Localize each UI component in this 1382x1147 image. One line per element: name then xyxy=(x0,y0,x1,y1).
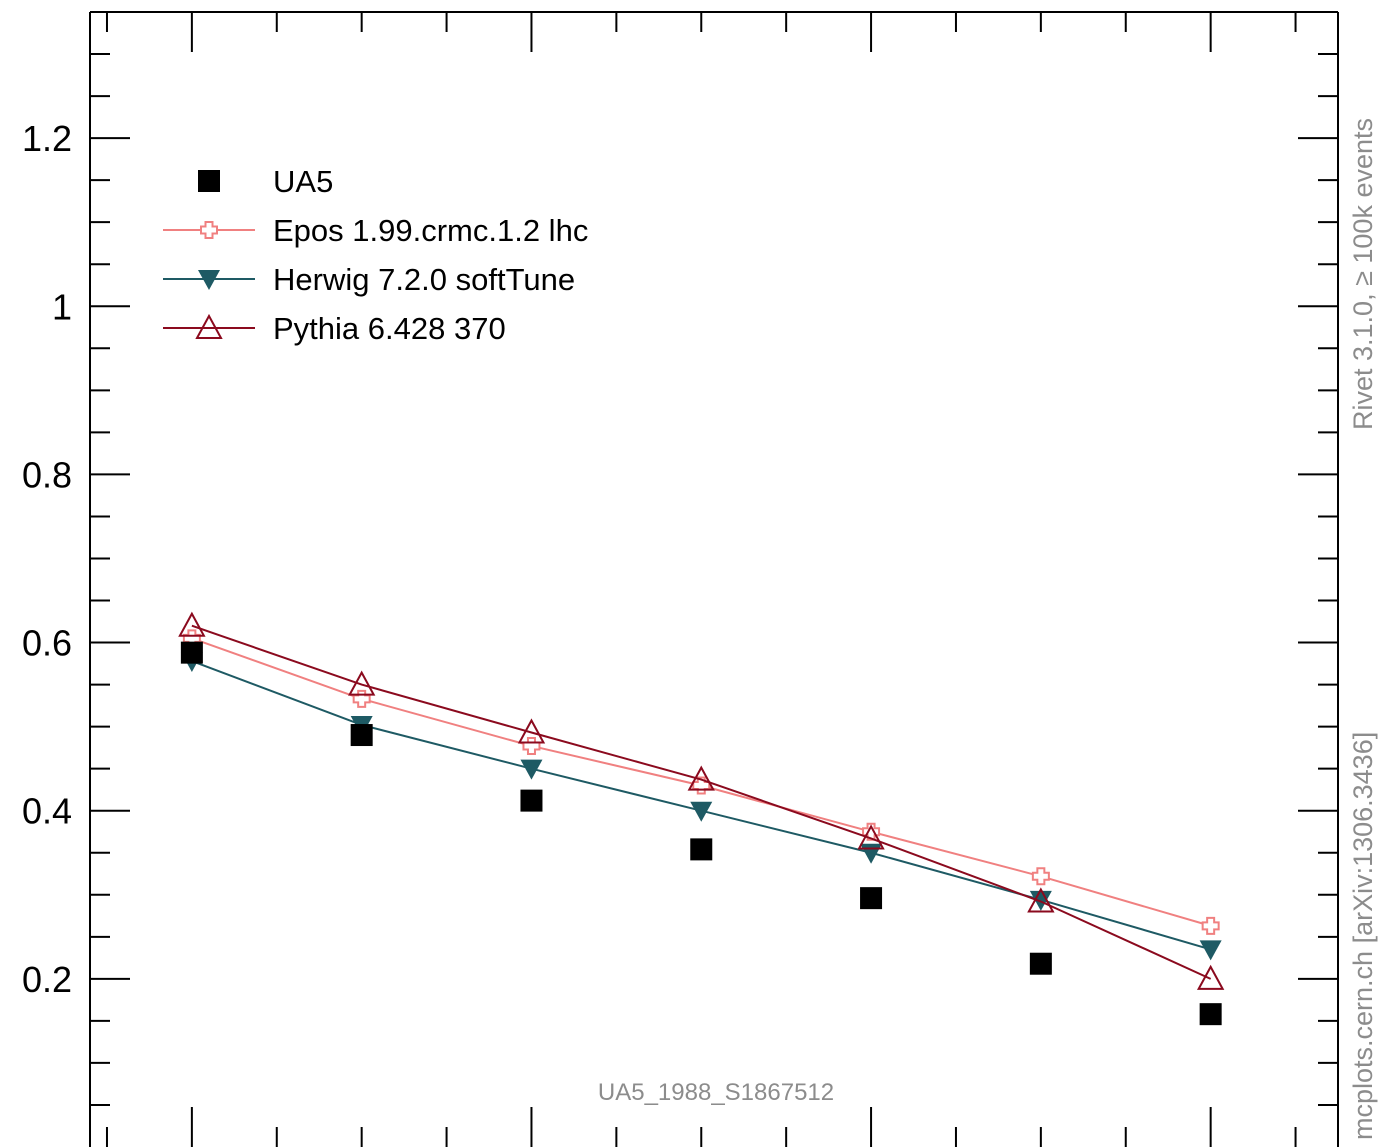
legend-item: Pythia 6.428 370 xyxy=(163,311,506,346)
axis-ticks xyxy=(90,11,1338,1147)
y-tick-label: 1.2 xyxy=(22,118,72,159)
data-point xyxy=(690,801,713,822)
data-point xyxy=(1196,964,1225,990)
legend-marker xyxy=(198,170,220,192)
legend: UA5 Epos 1.99.crmc.1.2 lhc Herwig 7.2.0 so… xyxy=(163,164,588,346)
data-point xyxy=(520,759,543,780)
side-annotation-bottom: mcplots.cern.ch [arXiv:1306.3436] xyxy=(1348,732,1378,1140)
data-point xyxy=(350,724,373,747)
legend-item: Herwig 7.2.0 softTune xyxy=(163,262,575,297)
data-point xyxy=(180,641,203,664)
y-tick-label: 0.8 xyxy=(22,454,72,495)
series-layer xyxy=(178,611,1225,1026)
data-point xyxy=(857,824,885,850)
legend-marker xyxy=(200,221,218,239)
data-point xyxy=(520,789,543,812)
data-point xyxy=(1027,887,1055,913)
legend-label: Pythia 6.428 370 xyxy=(273,311,506,346)
y-tick-labels: 0.2 0.4 0.6 0.8 1 1.2 xyxy=(22,118,72,1000)
legend-label: UA5 xyxy=(273,164,333,199)
data-point xyxy=(860,887,883,910)
watermark: UA5_1988_S1867512 xyxy=(598,1079,834,1106)
legend-marker xyxy=(195,313,223,339)
data-point xyxy=(687,765,715,791)
data-point xyxy=(1031,867,1050,886)
data-point xyxy=(1199,940,1222,961)
series-ua5 xyxy=(180,641,1222,1026)
legend-label: Herwig 7.2.0 softTune xyxy=(273,262,575,297)
series-pythia-6-428-370 xyxy=(178,611,1225,990)
side-annotation-top: Rivet 3.1.0, ≥ 100k events xyxy=(1348,118,1378,430)
data-point xyxy=(517,718,546,744)
y-tick-label: 0.6 xyxy=(22,623,72,664)
data-point xyxy=(178,611,206,637)
data-point xyxy=(352,689,371,708)
data-point xyxy=(690,838,713,861)
data-point xyxy=(1199,1003,1222,1026)
data-point xyxy=(522,736,541,755)
legend-item: UA5 xyxy=(198,164,333,199)
data-point xyxy=(1201,916,1220,935)
data-point xyxy=(347,670,376,696)
y-tick-label: 0.4 xyxy=(22,791,72,832)
legend-label: Epos 1.99.crmc.1.2 lhc xyxy=(273,213,588,248)
series-line xyxy=(191,624,1212,980)
series-herwig-7-2-0-softtune xyxy=(180,652,1222,961)
legend-marker xyxy=(198,270,220,290)
plot-frame xyxy=(89,11,1339,1147)
y-tick-label: 1 xyxy=(52,286,72,327)
y-tick-label: 0.2 xyxy=(22,959,72,1000)
legend-item: Epos 1.99.crmc.1.2 lhc xyxy=(163,213,588,248)
data-point xyxy=(860,843,883,864)
data-point xyxy=(1029,952,1052,975)
